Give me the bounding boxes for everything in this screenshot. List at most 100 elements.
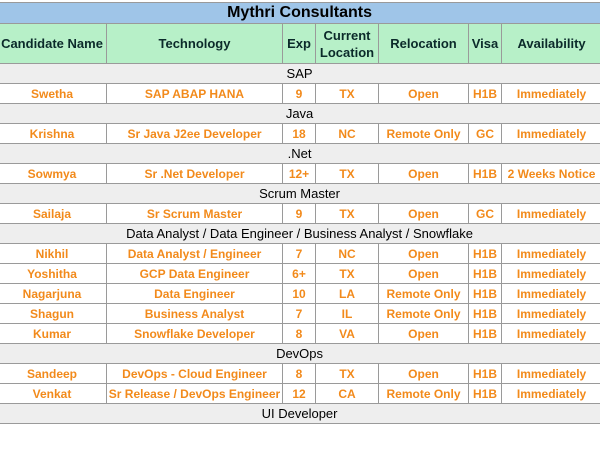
candidate-row: Krishna Sr Java J2ee Developer 18 NC Remote … (0, 123, 600, 144)
title-row: Mythri Consultants (0, 2, 600, 24)
cell-exp: 12+ (282, 163, 316, 184)
cell-current-location: TX (315, 83, 379, 104)
header-technology: Technology (106, 23, 283, 64)
candidate-row: Shagun Business Analyst 7 IL Remote Only H1B I… (0, 303, 600, 324)
cell-relocation: Open (378, 323, 469, 344)
section-row: UI Developer (0, 403, 600, 424)
cell-technology: Business Analyst (106, 303, 283, 324)
section-row: .Net (0, 143, 600, 164)
cell-availability: Immediately (500, 363, 600, 384)
cell-visa: H1B (468, 263, 502, 284)
section-title: .Net (0, 143, 600, 164)
cell-candidate-name: Sowmya (0, 163, 107, 184)
cell-technology: Sr .Net Developer (106, 163, 283, 184)
cell-exp: 7 (282, 243, 316, 264)
cell-candidate-name: Krishna (0, 123, 107, 144)
cell-relocation: Remote Only (378, 303, 469, 324)
section-row: Java (0, 103, 600, 124)
cell-visa: H1B (468, 83, 502, 104)
section-title: Java (0, 103, 600, 124)
cell-availability: 2 Weeks Notice (500, 163, 600, 184)
cell-current-location: TX (315, 163, 379, 184)
cell-candidate-name: Swetha (0, 83, 107, 104)
cell-technology: Data Analyst / Engineer (106, 243, 283, 264)
cell-visa: H1B (468, 363, 502, 384)
section-title: Scrum Master (0, 183, 600, 204)
cell-relocation: Remote Only (378, 123, 469, 144)
candidate-row: Sandeep DevOps - Cloud Engineer 8 TX Open H1B… (0, 363, 600, 384)
cell-relocation: Remote Only (378, 383, 469, 404)
candidate-row: Sowmya Sr .Net Developer 12+ TX Open H1B 2 Wee… (0, 163, 600, 184)
cell-visa: H1B (468, 243, 502, 264)
cell-candidate-name: Sandeep (0, 363, 107, 384)
cell-current-location: VA (315, 323, 379, 344)
header-candidate-name: Candidate Name (0, 23, 107, 64)
sheet-title: Mythri Consultants (0, 2, 600, 24)
cell-exp: 12 (282, 383, 316, 404)
cell-relocation: Open (378, 263, 469, 284)
cell-current-location: TX (315, 203, 379, 224)
cell-current-location: TX (315, 363, 379, 384)
cell-exp: 18 (282, 123, 316, 144)
cell-visa: GC (468, 123, 502, 144)
cell-exp: 9 (282, 203, 316, 224)
cell-availability: Immediately (500, 303, 600, 324)
candidate-row: Nikhil Data Analyst / Engineer 7 NC Open H1B I… (0, 243, 600, 264)
cell-relocation: Remote Only (378, 283, 469, 304)
cell-candidate-name: Sailaja (0, 203, 107, 224)
cell-availability: Immediately (500, 123, 600, 144)
cell-technology: DevOps - Cloud Engineer (106, 363, 283, 384)
cell-exp: 8 (282, 363, 316, 384)
candidate-row: Kumar Snowflake Developer 8 VA Open H1B Immedi… (0, 323, 600, 344)
cell-current-location: NC (315, 123, 379, 144)
candidate-row: Yoshitha GCP Data Engineer 6+ TX Open H1B Imme… (0, 263, 600, 284)
cell-candidate-name: Yoshitha (0, 263, 107, 284)
candidate-row: Venkat Sr Release / DevOps Engineer 12 CA Re… (0, 383, 600, 404)
cell-visa: H1B (468, 163, 502, 184)
cell-availability: Immediately (500, 263, 600, 284)
cell-exp: 7 (282, 303, 316, 324)
cell-technology: Snowflake Developer (106, 323, 283, 344)
cell-availability: Immediately (500, 203, 600, 224)
cell-relocation: Open (378, 83, 469, 104)
cell-availability: Immediately (500, 283, 600, 304)
cell-visa: GC (468, 203, 502, 224)
cell-exp: 9 (282, 83, 316, 104)
header-exp: Exp (282, 23, 316, 64)
header-current-location-line1: Current (323, 27, 371, 43)
section-row: SAP (0, 63, 600, 84)
section-title: DevOps (0, 343, 600, 364)
header-visa: Visa (468, 23, 502, 64)
candidate-row: Swetha SAP ABAP HANA 9 TX Open H1B Immediately (0, 83, 600, 104)
candidate-row: Nagarjuna Data Engineer 10 LA Remote Only H1B… (0, 283, 600, 304)
section-row: DevOps (0, 343, 600, 364)
section-title: UI Developer (0, 403, 600, 424)
cell-current-location: LA (315, 283, 379, 304)
cell-candidate-name: Venkat (0, 383, 107, 404)
cell-visa: H1B (468, 323, 502, 344)
cell-availability: Immediately (500, 323, 600, 344)
header-relocation: Relocation (378, 23, 469, 64)
cell-exp: 10 (282, 283, 316, 304)
cell-exp: 8 (282, 323, 316, 344)
cell-candidate-name: Nikhil (0, 243, 107, 264)
cell-relocation: Open (378, 243, 469, 264)
cell-technology: Sr Scrum Master (106, 203, 283, 224)
section-row: Scrum Master (0, 183, 600, 204)
section-row: Data Analyst / Data Engineer / Business … (0, 223, 600, 244)
cell-candidate-name: Nagarjuna (0, 283, 107, 304)
cell-current-location: IL (315, 303, 379, 324)
cell-visa: H1B (468, 303, 502, 324)
cell-relocation: Open (378, 163, 469, 184)
cell-current-location: NC (315, 243, 379, 264)
cell-relocation: Open (378, 363, 469, 384)
candidates-table: Mythri Consultants Candidate Name Techno… (0, 2, 600, 424)
cell-technology: GCP Data Engineer (106, 263, 283, 284)
cell-availability: Immediately (500, 83, 600, 104)
cell-candidate-name: Shagun (0, 303, 107, 324)
cell-visa: H1B (468, 383, 502, 404)
cell-current-location: TX (315, 263, 379, 284)
cell-availability: Immediately (500, 383, 600, 404)
cell-current-location: CA (315, 383, 379, 404)
